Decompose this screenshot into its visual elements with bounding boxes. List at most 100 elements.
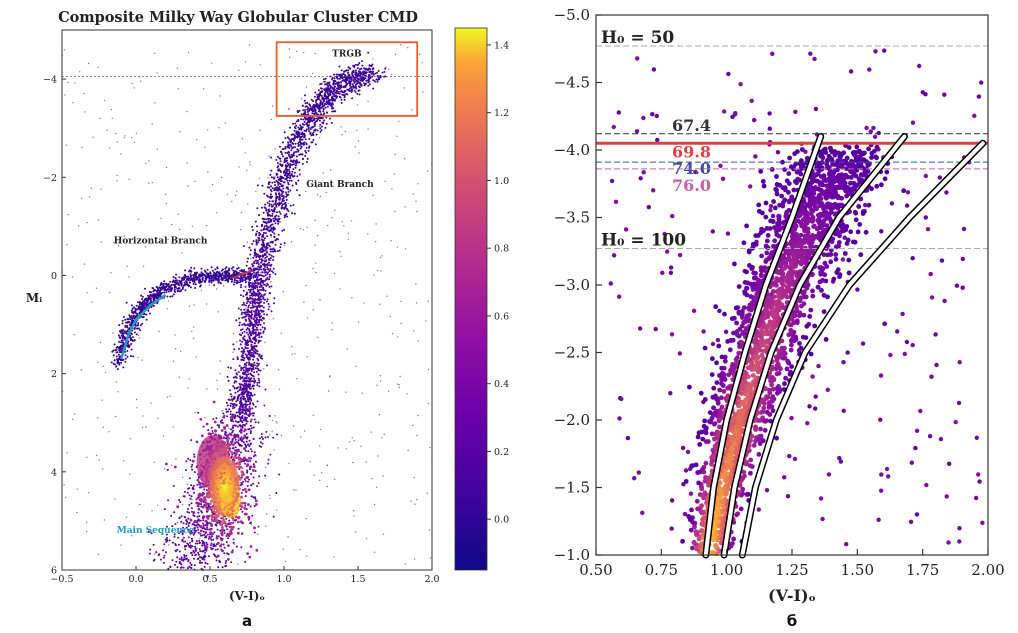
cmd-point — [271, 212, 274, 215]
cmd-point — [331, 103, 334, 106]
field-star-point — [351, 297, 353, 299]
cmd-point — [278, 178, 281, 181]
field-star-point — [144, 246, 147, 248]
field-star-point — [164, 468, 166, 470]
cmd-point — [345, 83, 348, 86]
field-star-point — [238, 166, 240, 168]
cmd-point — [188, 270, 190, 273]
cmd-point — [181, 279, 183, 282]
cmd-point — [365, 71, 368, 74]
cmd-point — [178, 276, 181, 279]
cmd-point — [119, 330, 122, 333]
cmd-point — [275, 205, 278, 208]
cmd-point — [241, 421, 244, 424]
field-star-point — [248, 44, 251, 46]
cmd-point — [283, 131, 286, 134]
cmd-point — [287, 137, 290, 140]
cmd-point — [251, 380, 254, 383]
cmd-point — [258, 340, 261, 343]
cmd-point — [289, 177, 292, 180]
cmd-point — [146, 301, 148, 304]
cmd-point — [347, 71, 350, 74]
cmd-point — [170, 289, 173, 292]
cmd-point — [210, 426, 213, 429]
cmd-point — [182, 559, 185, 562]
cmd-point — [372, 87, 375, 90]
cmd-point — [274, 218, 277, 221]
cmd-point — [352, 79, 355, 82]
cmd-point — [251, 407, 254, 410]
field-star-point — [98, 459, 100, 461]
cmd-point — [130, 315, 133, 318]
cmd-point — [182, 540, 185, 543]
cmd-point — [250, 274, 253, 277]
field-star-point — [265, 513, 268, 515]
cmd-point — [266, 298, 269, 301]
cmd-point — [333, 88, 336, 91]
cmd-point — [262, 310, 265, 313]
cmd-point — [186, 491, 189, 494]
cmd-point — [240, 416, 243, 419]
cmd-point — [158, 291, 161, 294]
cmd-point — [240, 284, 243, 286]
cmd-point — [275, 197, 277, 199]
cmd-point — [288, 170, 291, 173]
cmd-point — [274, 184, 276, 186]
field-star-point — [316, 194, 319, 196]
cmd-point — [245, 328, 248, 331]
cmd-point — [301, 135, 304, 138]
cmd-point — [323, 104, 326, 107]
cmd-point — [190, 502, 193, 505]
cmd-point — [232, 541, 235, 544]
cmd-point — [313, 125, 316, 128]
field-star-point — [100, 241, 102, 243]
cmd-point — [289, 189, 292, 192]
cmd-point — [322, 110, 325, 113]
cmd-point — [246, 347, 249, 350]
cmd-point — [307, 106, 310, 109]
cmd-point — [192, 488, 195, 491]
cmd-point — [285, 213, 288, 216]
cmd-point — [194, 545, 197, 548]
field-star-point — [291, 346, 293, 348]
cmd-point — [270, 219, 273, 221]
cmd-point — [377, 78, 380, 81]
cmd-point — [229, 393, 232, 396]
cmd-point — [266, 272, 269, 275]
field-star-point — [120, 544, 122, 546]
field-star-point — [373, 503, 376, 506]
cmd-point — [216, 267, 219, 270]
cmd-point — [262, 275, 265, 278]
field-star-point — [417, 414, 419, 417]
cmd-point — [197, 411, 200, 414]
cmd-point — [250, 427, 253, 430]
field-star-point — [271, 430, 273, 432]
cmd-point — [189, 281, 191, 284]
cmd-point — [193, 453, 195, 456]
cmd-point — [196, 278, 199, 281]
cmd-point — [206, 526, 209, 529]
cmd-point — [183, 274, 186, 276]
field-star-point — [319, 299, 321, 301]
field-star-point — [381, 437, 383, 439]
cmd-point — [234, 369, 237, 372]
cmd-point — [176, 556, 179, 559]
field-star-point — [95, 287, 98, 289]
cmd-point — [111, 350, 114, 353]
cmd-point — [340, 98, 343, 101]
cmd-point — [350, 91, 353, 93]
cmd-point — [228, 519, 231, 522]
cmd-point — [251, 349, 254, 351]
cmd-point — [194, 283, 197, 286]
cmd-point — [198, 561, 201, 564]
cmd-point — [268, 210, 271, 213]
field-star-point — [117, 245, 120, 247]
cmd-point — [330, 121, 333, 124]
cmd-point — [231, 431, 234, 434]
cmd-point — [278, 249, 281, 252]
field-star-point — [305, 284, 307, 287]
field-star-point — [367, 100, 369, 103]
cmd-point — [321, 103, 324, 106]
cmd-point — [197, 551, 200, 554]
